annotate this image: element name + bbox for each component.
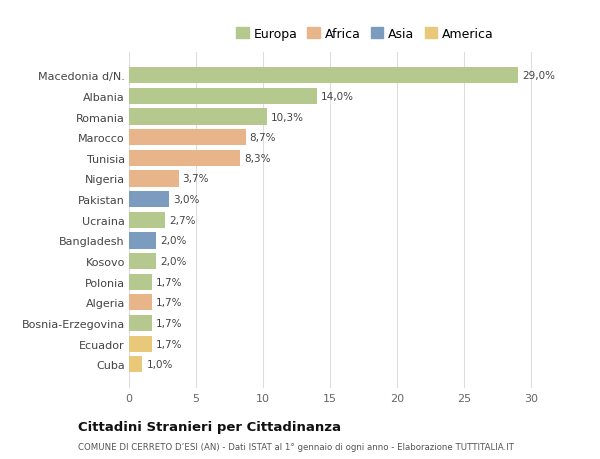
Text: Cittadini Stranieri per Cittadinanza: Cittadini Stranieri per Cittadinanza [78,420,341,433]
Text: 8,3%: 8,3% [244,153,271,163]
Bar [129,253,156,269]
Bar [129,68,518,84]
Bar [129,192,169,208]
Bar [129,151,240,167]
Bar [129,109,267,125]
Text: 10,3%: 10,3% [271,112,304,122]
Bar [129,130,245,146]
Legend: Europa, Africa, Asia, America: Europa, Africa, Asia, America [233,26,496,44]
Text: 1,7%: 1,7% [156,319,182,328]
Text: 3,0%: 3,0% [173,195,200,205]
Text: 29,0%: 29,0% [522,71,555,81]
Bar [129,315,152,331]
Text: 1,0%: 1,0% [146,359,173,369]
Text: 8,7%: 8,7% [250,133,276,143]
Bar [129,336,152,352]
Bar [129,295,152,311]
Bar [129,233,156,249]
Text: 1,7%: 1,7% [156,277,182,287]
Text: COMUNE DI CERRETO D’ESI (AN) - Dati ISTAT al 1° gennaio di ogni anno - Elaborazi: COMUNE DI CERRETO D’ESI (AN) - Dati ISTA… [78,442,514,451]
Text: 1,7%: 1,7% [156,339,182,349]
Text: 2,0%: 2,0% [160,257,186,267]
Text: 2,0%: 2,0% [160,236,186,246]
Bar [129,89,317,105]
Bar [129,212,165,229]
Bar [129,274,152,290]
Text: 1,7%: 1,7% [156,298,182,308]
Bar [129,357,142,373]
Bar [129,171,179,187]
Text: 3,7%: 3,7% [182,174,209,184]
Text: 2,7%: 2,7% [169,215,196,225]
Text: 14,0%: 14,0% [321,92,354,101]
